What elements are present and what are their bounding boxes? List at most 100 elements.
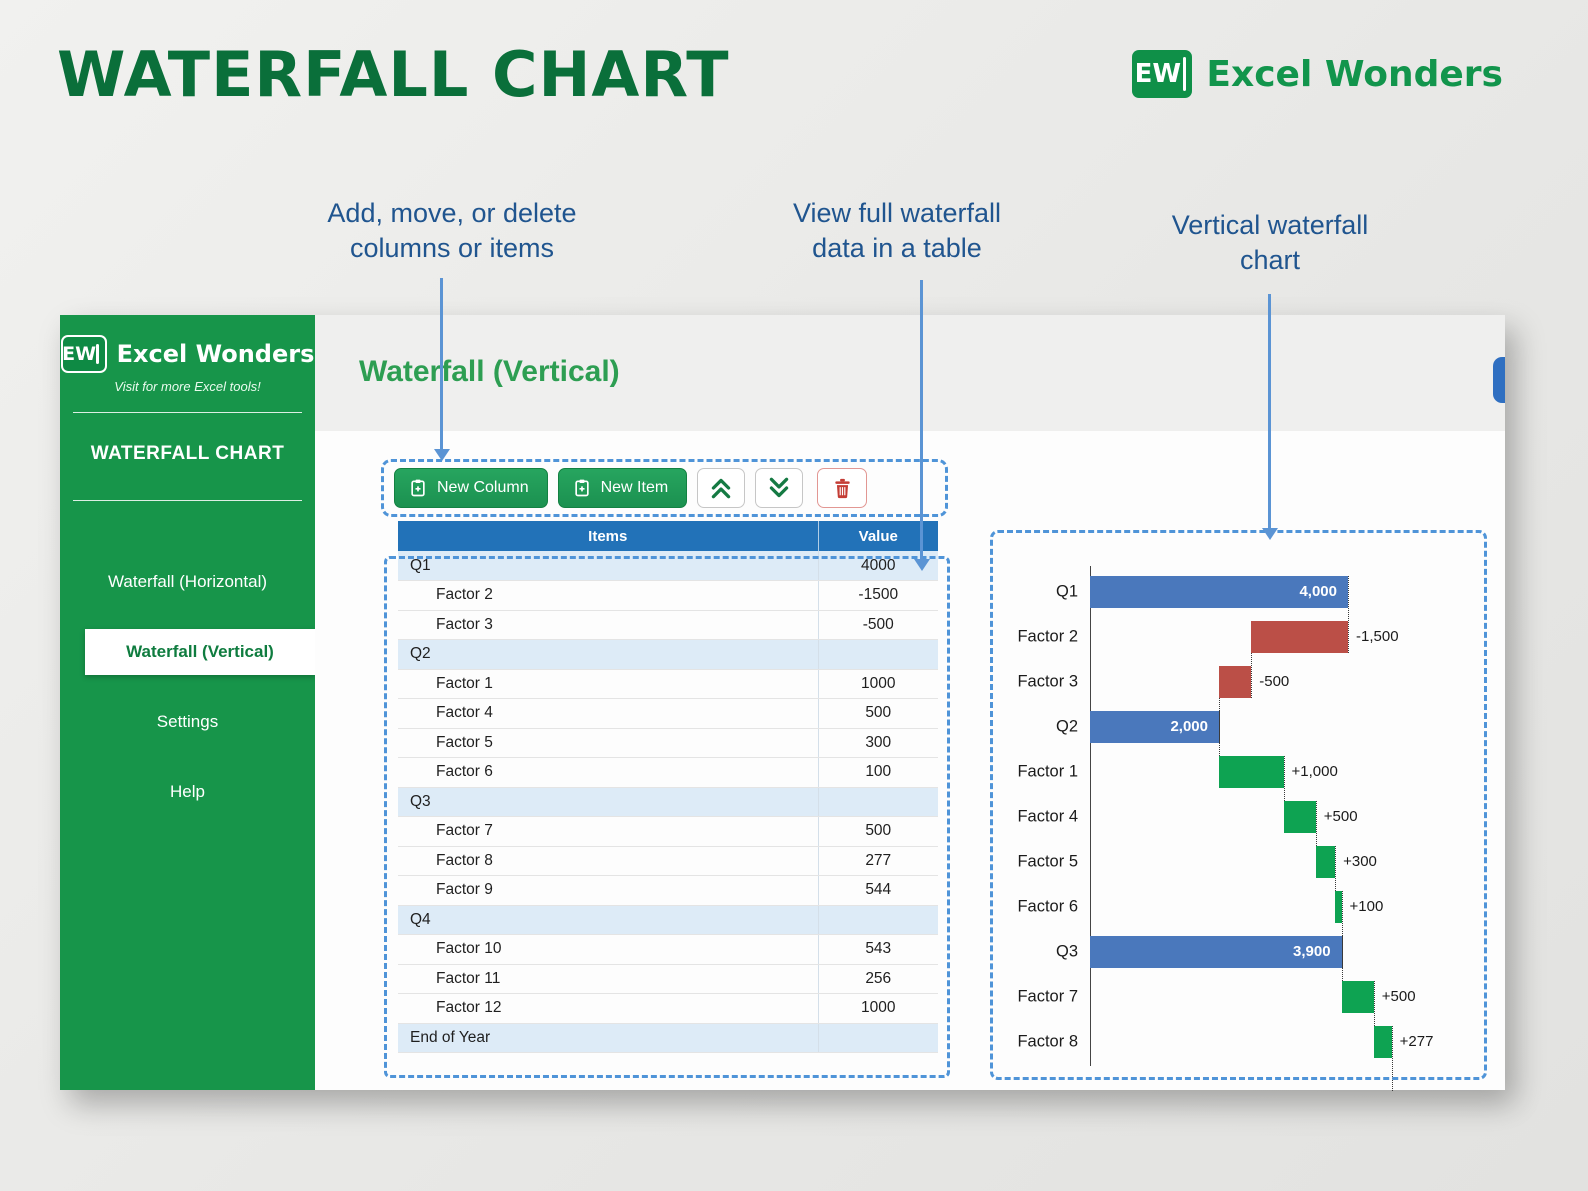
table-row[interactable]: Factor 11 256 [398,964,938,994]
value-cell[interactable]: 300 [817,728,938,758]
page-title: WATERFALL CHART [57,38,730,111]
value-cell[interactable] [817,905,938,935]
excel-wonders-icon: EW [60,335,107,373]
move-down-button[interactable] [755,468,804,508]
value-cell[interactable]: 277 [817,846,938,876]
table-row[interactable]: Q4 [398,905,938,935]
callout-toolbar: Add, move, or delete columns or items [327,198,577,264]
sidebar-item-help[interactable]: Help [170,782,205,801]
item-cell[interactable]: Factor 4 [398,698,818,729]
table-row[interactable]: Factor 12 1000 [398,993,938,1024]
table-row[interactable]: Factor 1 1000 [398,669,938,699]
item-cell[interactable]: Factor 10 [398,934,818,965]
item-cell[interactable]: Factor 1 [398,669,818,699]
header-edge-accent[interactable] [1493,357,1505,403]
table-row[interactable]: Q2 [398,639,938,670]
value-cell[interactable] [817,1023,938,1053]
divider [73,500,302,501]
item-cell[interactable]: Factor 5 [398,728,818,758]
value-cell[interactable]: 544 [817,875,938,906]
table-row[interactable]: Q3 [398,787,938,817]
value-cell[interactable]: 100 [817,757,938,788]
chart-value-label: -1,500 [1356,628,1399,645]
sidebar-brand: EW Excel Wonders Visit for more Excel to… [60,335,315,394]
sidebar-section-title: WATERFALL CHART [90,443,285,464]
logo-text: EW [1134,59,1182,89]
excel-wonders-icon: EW [1132,50,1193,98]
item-cell[interactable]: Q4 [398,905,818,935]
item-cell[interactable]: Factor 7 [398,816,818,847]
chart-value-label: +100 [1349,898,1384,915]
table-row[interactable]: Factor 6 100 [398,757,938,788]
value-cell[interactable]: 543 [817,934,938,965]
table-row[interactable]: End of Year [398,1023,938,1053]
waterfall-bar [1335,891,1342,923]
brand-logo: EW Excel Wonders [1132,50,1503,98]
brand-name: Excel Wonders [1206,53,1503,95]
item-cell[interactable]: Factor 8 [398,846,818,876]
new-item-button[interactable]: New Item [557,468,688,508]
item-cell[interactable]: Factor 6 [398,757,818,788]
chart-category-label: Factor 7 [1017,987,1078,1006]
waterfall-bar [1090,711,1219,743]
sidebar-item-waterfall-vertical[interactable]: Waterfall (Vertical) [85,629,315,675]
value-cell[interactable]: 500 [817,698,938,729]
callout-chart: Vertical waterfall chart [1171,210,1369,276]
table-row[interactable]: Q1 4000 [398,551,938,581]
table-row[interactable]: Factor 2 -1500 [398,580,938,611]
table-row[interactable]: Factor 7 500 [398,816,938,847]
item-cell[interactable]: Factor 9 [398,875,818,906]
arrow-to-table [920,280,923,560]
waterfall-connector [1219,666,1220,743]
value-cell[interactable]: -500 [817,610,938,640]
chart-value-label: -500 [1259,673,1290,690]
item-cell[interactable]: Q3 [398,787,818,817]
value-cell[interactable]: 500 [817,816,938,847]
table-header-row: Items Value [398,521,938,551]
table-row[interactable]: Factor 4 500 [398,698,938,729]
item-cell[interactable]: Q2 [398,639,818,670]
waterfall-connector [1283,756,1285,833]
sidebar-brand-name: Excel Wonders [116,340,315,368]
value-cell[interactable]: -1500 [817,580,938,611]
value-column-header: Value [817,521,938,551]
waterfall-connector [1391,1026,1393,1091]
table-row[interactable]: Factor 10 543 [398,934,938,965]
table-row[interactable]: Factor 9 544 [398,875,938,906]
value-cell[interactable] [817,639,938,670]
chart-category-label: Factor 4 [1017,807,1078,826]
sidebar-item-waterfall-horizontal[interactable]: Waterfall (Horizontal) [107,572,268,591]
value-cell[interactable]: 256 [817,964,938,994]
table-row[interactable]: Factor 8 277 [398,846,938,876]
waterfall-bar [1315,846,1336,878]
sidebar-item-settings[interactable]: Settings [156,712,219,731]
waterfall-bar [1219,756,1284,788]
waterfall-connector [1373,981,1375,1058]
chart-value-label: +500 [1381,988,1416,1005]
chart-category-label: Factor 2 [1017,627,1078,646]
table-row[interactable]: Factor 5 300 [398,728,938,758]
sidebar-nav: Waterfall (Horizontal) Waterfall (Vertica… [60,535,315,815]
new-column-button[interactable]: New Column [394,468,548,508]
delete-button[interactable] [817,468,868,508]
item-cell[interactable]: Factor 12 [398,993,818,1024]
waterfall-connector [1315,801,1317,878]
value-cell[interactable]: 1000 [817,993,938,1024]
item-cell[interactable]: Factor 2 [398,580,818,611]
waterfall-bar [1373,1026,1392,1058]
waterfall-bar [1090,576,1348,608]
chart-value-label: +1,000 [1291,763,1338,780]
value-cell[interactable] [817,787,938,817]
chart-category-label: Factor 8 [1017,1032,1078,1051]
chart-category-label: Factor 3 [1017,672,1078,691]
item-cell[interactable]: End of Year [398,1023,818,1053]
item-cell[interactable]: Factor 11 [398,964,818,994]
move-up-button[interactable] [697,468,746,508]
waterfall-bar [1283,801,1316,833]
table-row[interactable]: Factor 3 -500 [398,610,938,640]
new-column-label: New Column [437,479,529,496]
item-cell[interactable]: Factor 3 [398,610,818,640]
value-cell[interactable]: 1000 [817,669,938,699]
item-cell[interactable]: Q1 [398,551,818,581]
